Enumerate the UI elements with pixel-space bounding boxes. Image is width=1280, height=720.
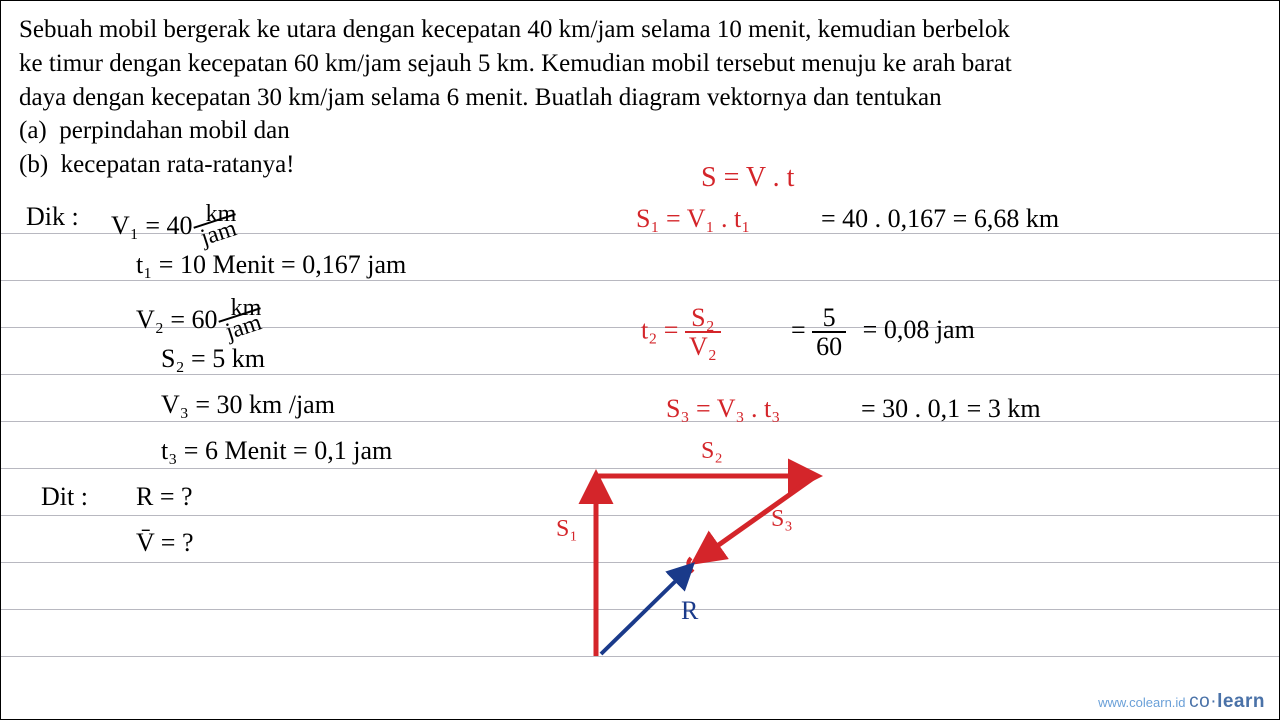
v3-eq: V₃ = 30 km /jam: [161, 390, 335, 420]
v2-eq: V₂ = 60 kmjam: [136, 296, 268, 348]
dit-label: Dit :: [41, 482, 88, 512]
problem-line-5: (b) kecepatan rata-ratanya!: [19, 148, 1261, 182]
s1-lhs: S₁ = V₁ . t₁: [636, 204, 750, 234]
dik-label: Dik :: [26, 202, 79, 232]
t3-eq: t₃ = 6 Menit = 0,1 jam: [161, 436, 392, 466]
t2-lhs: t₂ = S₂V₂: [641, 304, 721, 361]
problem-line-4: (a) perpindahan mobil dan: [19, 114, 1261, 148]
s2-eq: S₂ = 5 km: [161, 344, 265, 374]
footer-brand: co·learn: [1189, 691, 1265, 712]
problem-line-1: Sebuah mobil bergerak ke utara dengan ke…: [19, 13, 1261, 47]
problem-line-3: daya dengan kecepatan 30 km/jam selama 6…: [19, 81, 1261, 115]
diagram-r-label: R: [681, 596, 698, 626]
problem-line-2: ke timur dengan kecepatan 60 km/jam seja…: [19, 47, 1261, 81]
footer: www.colearn.id co·learn: [1098, 691, 1265, 713]
s3-lhs: S₃ = V₃ . t₃: [666, 394, 780, 424]
r-question: R = ?: [136, 482, 193, 512]
t1-eq: t₁ = 10 Menit = 0,167 jam: [136, 250, 406, 280]
v1-eq: V₁ = 40 kmjam: [111, 202, 243, 254]
formula-s: S = V . t: [701, 162, 794, 194]
vector-diagram: [521, 446, 861, 696]
diagram-s3-label: S₃: [771, 506, 793, 533]
diagram-s1-label: S₁: [556, 516, 578, 543]
footer-url: www.colearn.id: [1098, 695, 1185, 710]
v-question: V̄ = ?: [136, 528, 194, 558]
s3-result: = 30 . 0,1 = 3 km: [861, 394, 1041, 424]
diagram-s2-label: S₂: [701, 438, 723, 465]
s1-result: = 40 . 0,167 = 6,68 km: [821, 204, 1059, 234]
t2-mid: = 560 = 0,08 jam: [791, 304, 975, 361]
notebook-area: Dik : V₁ = 40 kmjam t₁ = 10 Menit = 0,16…: [1, 186, 1279, 719]
